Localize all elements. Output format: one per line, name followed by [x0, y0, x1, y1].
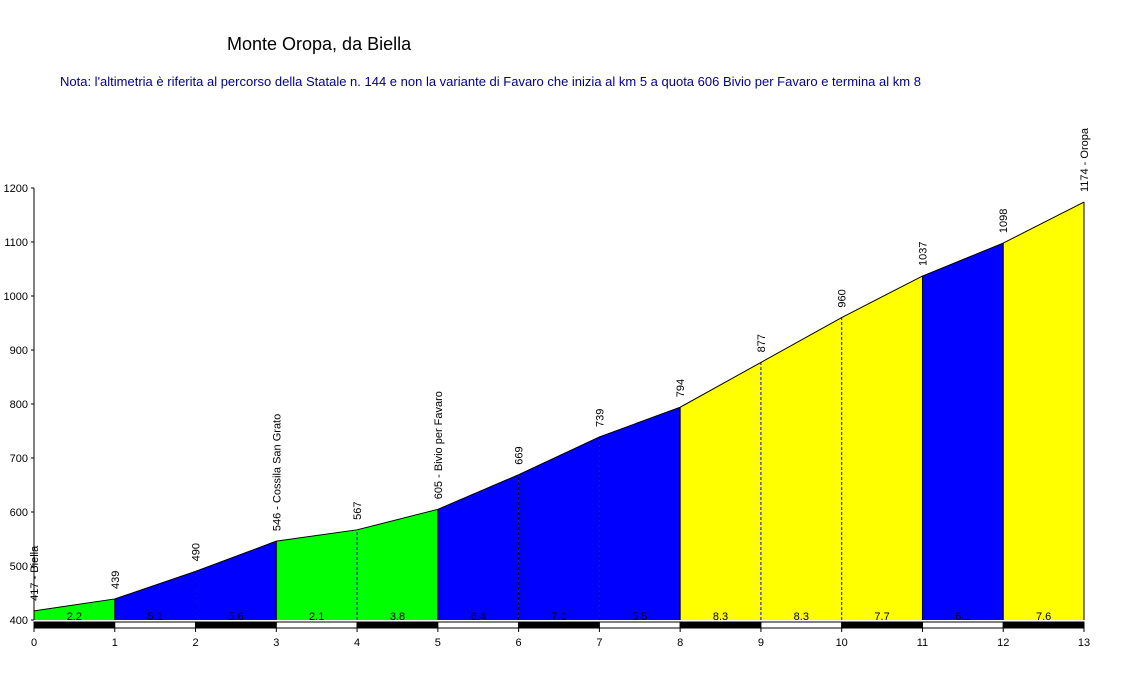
- scale-bar-segment: [33, 621, 116, 629]
- elevation-label: 605 - Bivio per Favaro: [433, 391, 445, 499]
- gradient-label: 6.4: [471, 611, 486, 623]
- chart-title: Monte Oropa, da Biella: [227, 34, 412, 54]
- y-tick-label: 900: [10, 345, 28, 357]
- profile-segment: [114, 571, 196, 620]
- scale-bar-segment: [841, 621, 923, 629]
- x-tick-label: 13: [1078, 637, 1090, 649]
- y-tick-label: 600: [10, 507, 28, 519]
- gradient-label: 3.8: [390, 611, 405, 623]
- x-tick-label: 9: [758, 637, 764, 649]
- x-tick-label: 2: [192, 637, 198, 649]
- profile-segment: [357, 509, 438, 620]
- scale-bar-segment: [679, 621, 762, 629]
- profile-segment: [195, 541, 277, 620]
- x-tick-label: 12: [997, 637, 1009, 649]
- elevation-label: 567: [352, 501, 364, 519]
- x-tick-label: 1: [112, 637, 118, 649]
- scale-bar-segment: [195, 621, 277, 629]
- x-tick-label: 3: [273, 637, 279, 649]
- x-tick-label: 10: [836, 637, 848, 649]
- y-tick-label: 1000: [4, 291, 28, 303]
- gradient-label: 8.3: [794, 611, 809, 623]
- x-tick-label: 4: [354, 637, 360, 649]
- y-tick-label: 1100: [4, 237, 28, 249]
- elevation-label: 960: [837, 289, 849, 307]
- scale-bar-segment: [598, 621, 681, 629]
- x-tick-label: 11: [917, 637, 928, 649]
- scale-bar-segment: [1002, 621, 1085, 629]
- x-tick-label: 8: [677, 637, 683, 649]
- gradient-label: 6.1: [955, 611, 970, 623]
- gradient-label: 5.6: [228, 611, 243, 623]
- scale-bar-segment: [760, 621, 843, 629]
- elevation-label: 794: [675, 379, 687, 397]
- elevation-label: 739: [594, 409, 606, 427]
- elevation-label: 490: [191, 543, 203, 561]
- gradient-label: 2.2: [67, 611, 82, 623]
- segment-dividers: [114, 202, 1085, 620]
- y-tick-label: 800: [10, 399, 28, 411]
- km-scale-bar: [33, 621, 1085, 629]
- scale-bar-segment: [356, 621, 439, 629]
- x-tick-label: 5: [435, 637, 441, 649]
- gradient-label: 5.5: [632, 611, 647, 623]
- elevation-label: 1037: [917, 242, 929, 266]
- y-tick-label: 400: [10, 615, 28, 627]
- scale-bar-segment: [921, 621, 1004, 629]
- chart-note: Nota: l'altimetria è riferita al percors…: [60, 74, 921, 89]
- x-tick-label: 0: [31, 637, 37, 649]
- scale-bar-segment: [437, 621, 520, 629]
- profile-segment: [922, 243, 1004, 620]
- scale-bar-segment: [518, 621, 600, 629]
- elevation-label: 1098: [998, 209, 1010, 233]
- profile-segment: [518, 436, 600, 620]
- profile-segment: [599, 407, 681, 620]
- gradient-labels: 2.2 5.1 5.6 2.1 3.8 6.4 7.0 5.5 8.3 8.3 7.7 6.1 7.6: [67, 611, 1052, 623]
- y-tick-label: 1200: [4, 183, 28, 195]
- profile-line: [33, 201, 1085, 612]
- elevation-label: 1174 - Oropa: [1079, 127, 1091, 192]
- gradient-label: 7.6: [1036, 611, 1051, 623]
- profile-segments: [34, 202, 1084, 621]
- x-tick-label: 6: [516, 637, 522, 649]
- gradient-label: 7.0: [551, 611, 566, 623]
- scale-bar-segment: [275, 621, 358, 629]
- profile-segment: [34, 598, 115, 620]
- elevation-label: 417 - Biella: [29, 545, 41, 601]
- profile-segment: [276, 529, 358, 620]
- elevation-label: 546 - Cossila San Grato: [271, 414, 283, 531]
- gradient-label: 7.7: [874, 611, 889, 623]
- gradient-label: 5.1: [148, 611, 163, 623]
- profile-line-group: [33, 201, 1085, 612]
- y-tick-label: 500: [10, 561, 28, 573]
- profile-segment: [437, 474, 519, 620]
- gradient-label: 8.3: [713, 611, 728, 623]
- elevation-label: 877: [756, 334, 768, 352]
- profile-segment: [680, 362, 761, 620]
- elevation-labels: 417 - Biella 439 490 546 - Cossila San Grat…: [29, 127, 1091, 601]
- y-tick-label: 700: [10, 453, 28, 465]
- profile-segment: [760, 317, 842, 620]
- profile-segment: [1003, 202, 1084, 621]
- gradient-label: 2.1: [309, 611, 324, 623]
- x-tick-label: 7: [596, 637, 602, 649]
- scale-bar-segment: [114, 621, 197, 629]
- elevation-label: 439: [110, 571, 122, 589]
- profile-segment: [841, 276, 923, 620]
- elevation-label: 669: [514, 446, 526, 464]
